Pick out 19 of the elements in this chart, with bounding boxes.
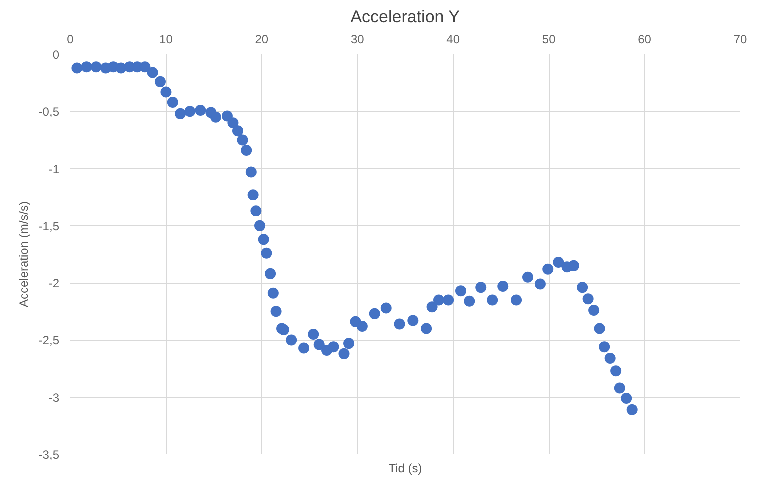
y-tick-label: 0: [52, 48, 60, 62]
x-tick-label: 30: [350, 32, 365, 46]
y-tick-label: -2,5: [38, 334, 60, 348]
y-tick-label: -3: [48, 390, 60, 405]
x-tick-label: 40: [446, 32, 460, 46]
x-tick-label: 20: [255, 32, 269, 46]
chart-title: Acceleration Y: [350, 8, 460, 26]
y-tick-label: -0,5: [38, 105, 60, 120]
y-tick-label: -1,5: [38, 219, 60, 234]
y-tick-label: -1: [48, 162, 60, 176]
x-tick-label: 50: [542, 32, 556, 46]
x-axis-title: Tid (s): [388, 462, 422, 476]
x-tick-label: 70: [734, 32, 748, 46]
x-tick-label: 10: [160, 32, 174, 46]
y-tick-label: -3,5: [38, 448, 60, 462]
y-axis-title: Acceleration (m/s/s): [16, 201, 31, 308]
x-tick-label: 60: [638, 32, 652, 46]
x-tick-label: 0: [67, 32, 74, 46]
y-tick-label: -2: [48, 276, 60, 291]
